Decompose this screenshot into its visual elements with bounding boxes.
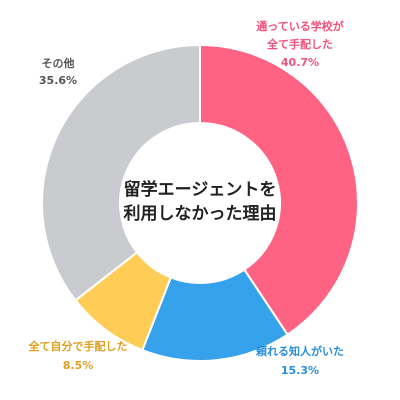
slice-label-school-line-1: 通っている学校が — [256, 19, 343, 33]
slice-value-self: 8.5% — [63, 359, 94, 372]
slice-value-other: 35.6% — [39, 74, 77, 87]
slice-value-school: 40.7% — [281, 56, 319, 69]
slice-label-school-line-2: 全て手配した — [266, 37, 333, 51]
slices — [41, 43, 359, 362]
slice-value-acquaintance: 15.3% — [281, 364, 319, 377]
slice-label-self: 全て自分で手配した — [28, 339, 128, 353]
center-label-line-1: 留学エージェントを — [124, 179, 277, 200]
slice-label-other: その他 — [42, 56, 75, 70]
slice-school — [199, 43, 359, 336]
center-label-line-2: 利用しなかった理由 — [124, 203, 277, 224]
slice-label-acquaintance: 頼れる知人がいた — [255, 344, 344, 358]
slice-other — [41, 43, 201, 302]
